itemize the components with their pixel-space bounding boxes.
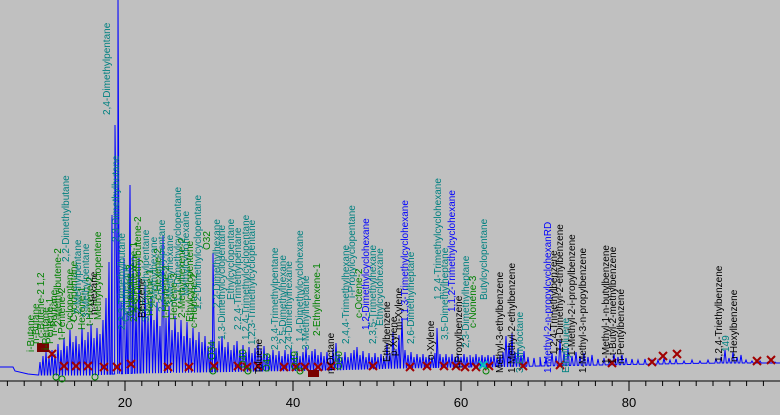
- peak-x-marker[interactable]: [658, 351, 668, 361]
- peak-x-marker[interactable]: [647, 357, 657, 367]
- peak-x-marker[interactable]: [83, 361, 93, 371]
- peak-circle-marker: [244, 367, 252, 375]
- axis-tick-label: 60: [454, 395, 468, 410]
- axis-tick-label: 80: [622, 395, 636, 410]
- peak-x-marker[interactable]: [242, 362, 252, 372]
- peak-x-marker[interactable]: [233, 361, 243, 371]
- axis-tick-label: 20: [118, 395, 132, 410]
- chromatogram-trace: [0, 0, 780, 376]
- peak-x-marker[interactable]: [112, 362, 122, 372]
- peak-x-marker[interactable]: [439, 361, 449, 371]
- peak-x-marker[interactable]: [555, 360, 565, 370]
- peak-x-marker[interactable]: [422, 361, 432, 371]
- peak-circle-marker: [209, 367, 217, 375]
- peak-x-marker[interactable]: [291, 362, 301, 372]
- peak-x-marker[interactable]: [163, 362, 173, 372]
- peak-x-marker[interactable]: [752, 356, 762, 366]
- peak-box-marker[interactable]: [37, 343, 49, 352]
- peak-x-marker[interactable]: [126, 359, 136, 369]
- peak-circle-marker: [58, 375, 66, 383]
- peak-circle-marker: [296, 367, 304, 375]
- peak-x-marker[interactable]: [184, 362, 194, 372]
- peak-x-marker[interactable]: [326, 361, 336, 371]
- axis-tick-label: 40: [286, 395, 300, 410]
- peak-box-marker[interactable]: [308, 370, 319, 377]
- peak-x-marker[interactable]: [607, 358, 617, 368]
- peak-x-marker[interactable]: [451, 361, 461, 371]
- peak-x-marker[interactable]: [99, 362, 109, 372]
- peak-circle-marker: [91, 373, 99, 381]
- peak-x-marker[interactable]: [279, 362, 289, 372]
- peak-x-marker[interactable]: [71, 361, 81, 371]
- peak-x-marker[interactable]: [766, 355, 776, 365]
- peak-x-marker[interactable]: [405, 362, 415, 372]
- peak-circle-marker: [482, 367, 490, 375]
- peak-x-marker[interactable]: [59, 361, 69, 371]
- peak-x-marker[interactable]: [313, 362, 323, 372]
- peak-x-marker[interactable]: [253, 361, 263, 371]
- peak-x-marker[interactable]: [460, 362, 470, 372]
- peak-x-marker[interactable]: [47, 349, 57, 359]
- peak-circle-marker: [52, 373, 60, 381]
- peak-x-marker[interactable]: [518, 361, 528, 371]
- peak-x-marker[interactable]: [672, 349, 682, 359]
- peak-x-marker[interactable]: [471, 362, 481, 372]
- peak-x-marker[interactable]: [368, 361, 378, 371]
